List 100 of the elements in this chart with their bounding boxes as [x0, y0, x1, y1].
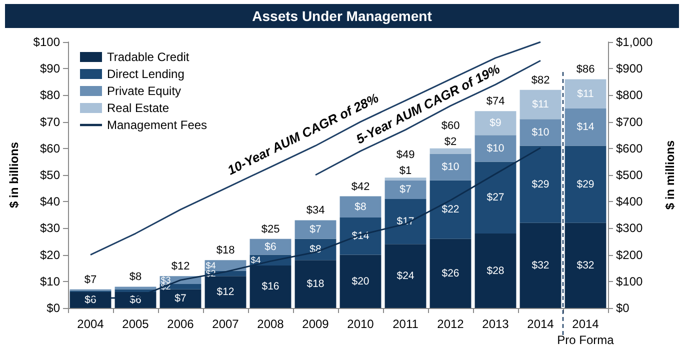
data-label: $7	[310, 224, 322, 236]
bar	[384, 198, 426, 244]
data-label: $8	[354, 200, 366, 213]
data-label: $24	[396, 270, 414, 282]
bar	[430, 238, 472, 308]
x-tick-label: 2005	[122, 317, 150, 331]
bar	[564, 222, 606, 308]
data-label: $4	[206, 260, 216, 270]
data-label: $20	[352, 275, 370, 288]
y-tick-label: $100	[33, 35, 60, 49]
y2-tick-label: $700	[616, 114, 644, 129]
bar	[520, 119, 562, 146]
x-tick-label: 2014	[527, 317, 554, 331]
bar	[250, 238, 292, 255]
data-label: $29	[532, 178, 550, 190]
data-label: $27	[486, 192, 504, 204]
bar	[430, 148, 472, 154]
total-label: $74	[486, 96, 505, 108]
legend-label: Private Equity	[107, 84, 182, 98]
y2-tick-label: $800	[616, 88, 644, 102]
bar	[520, 222, 562, 308]
legend-label: Management Fees	[107, 118, 208, 132]
data-label: $7	[400, 184, 412, 196]
y-tick-label: $80	[40, 88, 60, 102]
bar	[384, 178, 426, 180]
total-label: $86	[576, 64, 595, 76]
bar	[474, 111, 516, 136]
data-label: $2	[444, 136, 457, 148]
bar	[564, 79, 606, 108]
bar	[520, 146, 562, 223]
bar	[384, 244, 426, 308]
y-axis-title: $ in billions	[7, 142, 21, 208]
data-label: $32	[532, 259, 550, 272]
y-tick-label: $90	[40, 62, 60, 76]
data-label: $6	[84, 294, 96, 306]
y-tick-label: $30	[40, 221, 60, 236]
x-tick-label: 2006	[167, 317, 194, 331]
data-label: $26	[442, 267, 460, 280]
bar	[430, 154, 472, 180]
x-tick-label: 2004	[77, 317, 104, 331]
y2-tick-label: $200	[616, 248, 644, 262]
legend-label: Tradable Credit	[107, 50, 190, 64]
data-label: $29	[576, 178, 594, 190]
bar	[564, 146, 606, 223]
x-tick-label: 2012	[437, 317, 464, 331]
y2-tick-label: $300	[616, 221, 644, 236]
y2-tick-label: $100	[616, 274, 644, 288]
y-tick-label: $40	[40, 194, 60, 209]
total-label: $8	[129, 271, 142, 284]
bar	[294, 260, 336, 308]
y-tick-label: $60	[40, 141, 60, 156]
data-label: $18	[306, 278, 324, 290]
bar	[564, 108, 606, 146]
data-label: $11	[577, 88, 594, 100]
total-label: $25	[261, 223, 280, 236]
data-label: $10	[442, 161, 460, 174]
y-tick-label: $20	[40, 248, 60, 262]
data-label: $11	[532, 98, 550, 111]
y-tick-label: $70	[40, 114, 60, 129]
y-tick-label: $10	[40, 274, 60, 288]
total-label: $60	[441, 120, 460, 132]
data-label: $10	[486, 142, 504, 154]
total-label: $7	[84, 274, 97, 286]
bar	[384, 180, 426, 199]
x-tick-label: 2007	[212, 317, 240, 331]
data-label: $9	[490, 117, 502, 130]
legend-label: Direct Lending	[107, 67, 184, 81]
total-label: $49	[396, 149, 415, 162]
data-label: $6	[264, 240, 276, 253]
data-label: $16	[262, 280, 280, 293]
bar	[114, 286, 156, 290]
data-label: $14	[576, 121, 594, 134]
x-tick-label: 2011	[392, 317, 419, 331]
legend-label: Real Estate	[107, 101, 170, 115]
x-tick-label: 2008	[257, 317, 284, 331]
x-tick-label: 2014 Pro Forma	[557, 317, 614, 347]
data-label: $1	[399, 165, 412, 178]
y-tick-label: $50	[40, 168, 60, 182]
bar	[474, 234, 516, 308]
data-label: $32	[576, 259, 594, 272]
y2-axis-title: $ in millions	[663, 140, 677, 210]
y2-tick-label: $600	[616, 141, 644, 156]
bar	[520, 90, 562, 120]
bar	[340, 254, 382, 308]
x-tick-label: 2009	[302, 317, 330, 331]
total-label: $42	[351, 180, 370, 193]
bar	[294, 220, 336, 239]
bar	[474, 162, 516, 234]
total-label: $18	[216, 244, 235, 257]
bar	[340, 196, 382, 218]
y-tick-label: $0	[46, 301, 60, 315]
data-label: $28	[486, 264, 504, 277]
chart-title: Assets Under Management	[5, 4, 679, 28]
total-label: $12	[171, 260, 190, 273]
data-label: $7	[174, 292, 186, 305]
total-label: $34	[306, 204, 325, 217]
x-tick-label: 2013	[482, 317, 510, 331]
y2-tick-label: $1,000	[616, 35, 654, 49]
bar	[430, 180, 472, 239]
x-tick-label: 2010	[347, 317, 374, 331]
